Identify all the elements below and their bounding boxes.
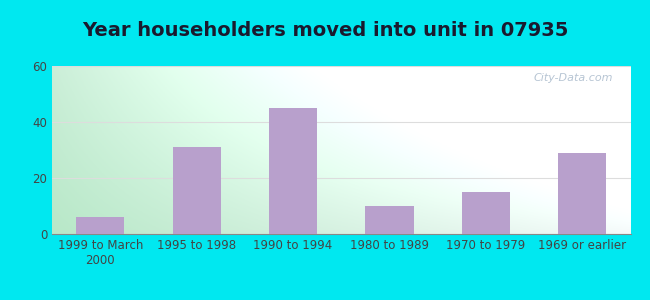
Text: Year householders moved into unit in 07935: Year householders moved into unit in 079… [82,21,568,40]
Bar [269,108,317,234]
Bar [76,217,124,234]
Bar [365,206,413,234]
Bar [558,153,606,234]
Bar [172,147,221,234]
Bar [462,192,510,234]
Text: City-Data.com: City-Data.com [534,73,613,83]
